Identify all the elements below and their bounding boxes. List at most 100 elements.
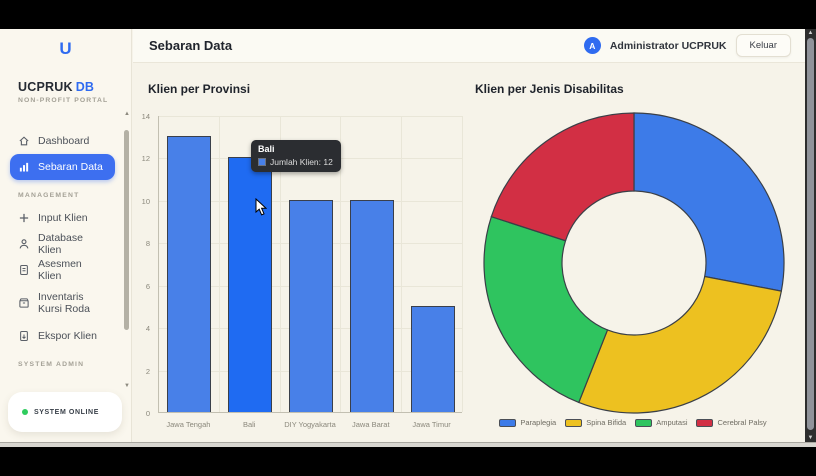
bar-chart-x-axis: Jawa Tengah Bali DIY Yogyakarta Jawa Barat J…: [158, 420, 462, 429]
sidebar-item-input-klien[interactable]: Input Klien: [10, 205, 115, 231]
system-status-card: SYSTEM ONLINE: [8, 392, 122, 432]
gridline: [340, 116, 341, 412]
sidebar-scroll-down-icon[interactable]: ▼: [124, 383, 130, 389]
legend-item-paraplegia[interactable]: Paraplegia: [499, 418, 556, 427]
avatar[interactable]: A: [583, 37, 601, 54]
bar-chart-plot-area: [158, 116, 463, 413]
brand-name: UCPRUK: [18, 80, 73, 94]
y-axis-tick-label: 14: [141, 112, 150, 121]
gridline: [401, 116, 402, 412]
legend-item-cerebral-palsy[interactable]: Cerebral Palsy: [696, 418, 767, 427]
sidebar-item-label: Ekspor Klien: [38, 329, 97, 342]
status-online-dot: [22, 409, 28, 415]
sidebar: U UCPRUK DB NON-PROFIT PORTAL Dashboard Se…: [0, 29, 132, 442]
bar-jawa-barat[interactable]: [349, 199, 394, 412]
chart-tooltip: Bali Jumlah Klien: 12: [251, 140, 341, 172]
user-name: Administrator UCPRUK: [609, 39, 727, 52]
sidebar-scroll-up-icon[interactable]: ▲: [124, 111, 130, 117]
y-axis-tick-label: 10: [141, 196, 150, 206]
x-axis-category-label: Jawa Tengah: [166, 420, 211, 429]
home-icon: [18, 135, 30, 147]
legend-item-spina-bifida[interactable]: Spina Bifida: [565, 418, 626, 427]
sidebar-item-label: Inventaris Kursi Roda: [38, 290, 90, 315]
brand: UCPRUK DB: [0, 59, 131, 94]
sidebar-item-label: Dashboard: [38, 134, 90, 147]
y-axis-tick-label: 12: [141, 154, 150, 164]
logout-button[interactable]: Keluar: [735, 34, 791, 57]
sidebar-nav: Dashboard Sebaran Data MANAGEMENT Input Kli…: [10, 128, 115, 374]
y-axis-tick-label: 2: [145, 366, 150, 376]
file-export-icon: [18, 330, 30, 342]
top-header: Sebaran Data A Administrator UCPRUK Kelu…: [133, 29, 805, 63]
sidebar-item-sebaran-data[interactable]: Sebaran Data: [10, 154, 115, 180]
header-user-area: A Administrator UCPRUK Keluar: [583, 34, 791, 57]
status-label: SYSTEM ONLINE: [34, 408, 99, 416]
scroll-down-icon[interactable]: ▼: [807, 435, 814, 441]
x-axis-category-label: DIY Yogyakarta: [284, 420, 336, 429]
x-axis-category-label: Bali: [242, 420, 256, 429]
x-axis-category-label: Jawa Barat: [352, 420, 390, 429]
legend-label: Paraplegia: [520, 418, 557, 427]
gridline: [280, 116, 281, 412]
y-axis-tick-label: 6: [145, 281, 150, 291]
letterbox-bottom: [0, 447, 816, 476]
horizontal-scrollbar[interactable]: [0, 442, 816, 447]
tooltip-text: Jumlah Klien: 12: [270, 157, 333, 167]
donut-segment-spina-bifida[interactable]: [578, 275, 783, 414]
legend-swatch: [696, 418, 714, 427]
donut-segment-amputasi[interactable]: [483, 215, 609, 404]
x-axis-category-label: Jawa Timur: [412, 420, 451, 429]
page-title: Sebaran Data: [149, 38, 233, 53]
scroll-up-icon[interactable]: ▲: [807, 30, 814, 36]
tooltip-series-swatch: [258, 158, 266, 166]
tooltip-row: Jumlah Klien: 12: [258, 157, 333, 167]
legend-swatch: [635, 418, 653, 427]
sidebar-item-dashboard[interactable]: Dashboard: [10, 128, 115, 154]
bar-jawa-timur[interactable]: [410, 305, 455, 412]
mouse-cursor: [255, 198, 267, 216]
document-icon: [18, 264, 30, 276]
brand-subtitle: NON-PROFIT PORTAL: [18, 97, 109, 104]
legend-label: Cerebral Palsy: [717, 418, 767, 427]
nav-section-label: SYSTEM ADMIN: [18, 361, 85, 368]
legend-swatch: [499, 418, 517, 427]
archive-box-icon: [18, 297, 30, 309]
app-viewport: U UCPRUK DB NON-PROFIT PORTAL Dashboard Se…: [0, 29, 816, 442]
bar-jawa-tengah[interactable]: [167, 136, 212, 412]
gridline: [159, 116, 462, 117]
legend-label: Amputasi: [656, 418, 688, 427]
bar-diy-yogyakarta[interactable]: [289, 199, 333, 412]
donut-segment-cerebral-palsy[interactable]: [490, 112, 635, 242]
gridline: [219, 116, 220, 412]
sidebar-item-inventaris-kursi-roda[interactable]: Inventaris Kursi Roda: [10, 283, 115, 323]
plus-icon: [18, 212, 30, 224]
app-logo: U: [59, 39, 72, 58]
sidebar-item-ekspor-klien[interactable]: Ekspor Klien: [10, 323, 115, 349]
sidebar-item-label: Asesmen Klien: [38, 257, 82, 282]
bar-chart-title: Klien per Provinsi: [148, 82, 251, 96]
user-icon: [18, 238, 30, 250]
donut-chart-title: Klien per Jenis Disabilitas: [475, 82, 624, 96]
tooltip-title: Bali: [258, 144, 275, 154]
brand-suffix: DB: [75, 80, 95, 94]
nav-section-label: MANAGEMENT: [18, 192, 80, 199]
bar-bali[interactable]: [228, 157, 273, 412]
y-axis-tick-label: 8: [145, 239, 150, 249]
page-scrollbar-thumb[interactable]: [807, 38, 814, 430]
page-scrollbar-track[interactable]: ▲ ▼: [805, 29, 816, 442]
legend-item-amputasi[interactable]: Amputasi: [635, 418, 687, 427]
sidebar-item-label: Sebaran Data: [38, 160, 103, 173]
legend-label: Spina Bifida: [586, 418, 627, 427]
letterbox-top: [0, 0, 816, 29]
sidebar-item-database-klien[interactable]: Database Klien: [10, 231, 115, 257]
sidebar-item-asesmen-klien[interactable]: Asesmen Klien: [10, 257, 115, 283]
donut-segment-paraplegia[interactable]: [633, 112, 785, 292]
bar-chart-y-axis: 0 2 4 6 8 10 12 14: [128, 112, 154, 418]
sidebar-scrollbar[interactable]: [124, 130, 129, 330]
sidebar-item-label: Input Klien: [38, 211, 88, 224]
gridline: [462, 116, 463, 412]
bar-chart-icon: [18, 161, 30, 173]
y-axis-tick-label: 0: [145, 409, 150, 418]
legend-swatch: [565, 418, 583, 427]
